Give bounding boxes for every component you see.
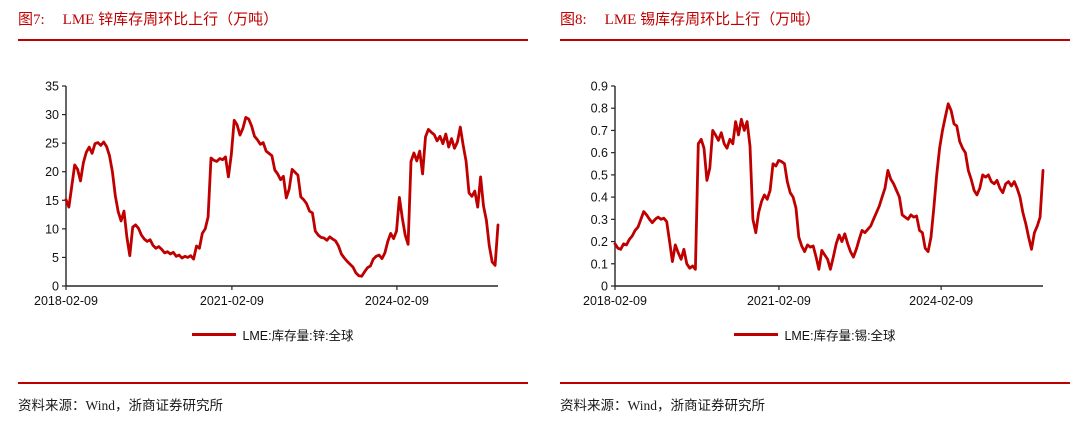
line-chart-tin: 0 0.1 0.2 0.3 0.4 0.5 0.6 0.7 0.8 0.9 2018-02-09 20… bbox=[583, 80, 1045, 308]
source-note: 资料来源：Wind，浙商证券研究所 bbox=[18, 398, 223, 413]
title-rule bbox=[560, 39, 1070, 41]
svg-text:2021-02-09: 2021-02-09 bbox=[200, 294, 264, 308]
svg-text:0.2: 0.2 bbox=[591, 235, 608, 249]
figure-panel-tin: 图8: LME 锡库存周环比上行（万吨） 0 0.1 0.2 0.3 0.4 0.5 0.6 0… bbox=[560, 0, 1070, 432]
svg-text:2021-02-09: 2021-02-09 bbox=[747, 294, 811, 308]
svg-text:0.4: 0.4 bbox=[591, 191, 608, 205]
svg-text:0.3: 0.3 bbox=[591, 213, 608, 227]
chart-legend: LME:库存量:锌:全球 bbox=[18, 325, 528, 344]
footer-rule bbox=[560, 382, 1070, 384]
svg-text:0.8: 0.8 bbox=[591, 102, 608, 116]
svg-text:25: 25 bbox=[45, 137, 59, 151]
figure-number-label: 图8: bbox=[560, 12, 587, 28]
svg-text:20: 20 bbox=[45, 165, 59, 179]
source-note: 资料来源：Wind，浙商证券研究所 bbox=[560, 398, 765, 413]
chart-legend: LME:库存量:锡:全球 bbox=[560, 325, 1070, 344]
figure-title-text: LME 锌库存周环比上行（万吨） bbox=[62, 12, 279, 28]
svg-text:15: 15 bbox=[45, 194, 59, 208]
title-rule bbox=[18, 39, 528, 41]
svg-text:10: 10 bbox=[45, 222, 59, 236]
svg-text:2024-02-09: 2024-02-09 bbox=[365, 294, 429, 308]
line-chart-zinc: 0 5 10 15 20 25 30 35 2018-02-09 2021-02-09 2024-0… bbox=[34, 80, 500, 308]
svg-text:30: 30 bbox=[45, 108, 59, 122]
svg-text:0.5: 0.5 bbox=[591, 168, 608, 182]
svg-text:0.6: 0.6 bbox=[591, 146, 608, 160]
svg-text:0: 0 bbox=[601, 280, 608, 294]
figure-title-tin: 图8: LME 锡库存周环比上行（万吨） bbox=[560, 10, 1070, 30]
svg-text:5: 5 bbox=[52, 251, 59, 265]
figure-number-label: 图7: bbox=[18, 12, 45, 28]
legend-line-swatch bbox=[734, 333, 779, 336]
svg-text:0.7: 0.7 bbox=[591, 124, 608, 138]
svg-text:2018-02-09: 2018-02-09 bbox=[34, 294, 98, 308]
figure-panel-zinc: 图7: LME 锌库存周环比上行（万吨） 0 5 10 15 20 25 30 35 2018-0… bbox=[18, 0, 528, 432]
svg-text:0.9: 0.9 bbox=[591, 80, 608, 94]
svg-text:2024-02-09: 2024-02-09 bbox=[909, 294, 973, 308]
legend-line-swatch bbox=[192, 333, 237, 336]
footer-rule bbox=[18, 382, 528, 384]
figure-title-zinc: 图7: LME 锌库存周环比上行（万吨） bbox=[18, 10, 528, 30]
svg-text:0: 0 bbox=[52, 280, 59, 294]
legend-series-label: LME:库存量:锡:全球 bbox=[784, 329, 896, 343]
svg-text:35: 35 bbox=[45, 80, 59, 94]
figure-title-text: LME 锡库存周环比上行（万吨） bbox=[604, 12, 821, 28]
svg-text:2018-02-09: 2018-02-09 bbox=[583, 294, 647, 308]
legend-series-label: LME:库存量:锌:全球 bbox=[242, 329, 354, 343]
svg-text:0.1: 0.1 bbox=[591, 257, 608, 271]
